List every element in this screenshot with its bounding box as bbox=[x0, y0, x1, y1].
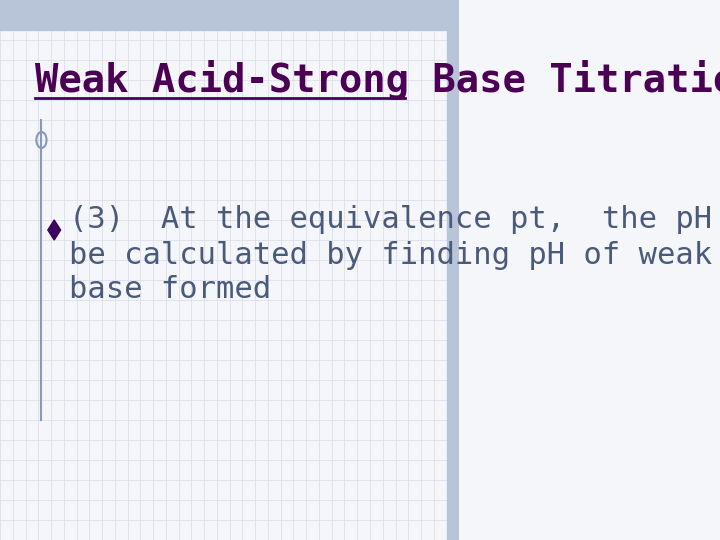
Polygon shape bbox=[48, 220, 60, 240]
Bar bbox=[0, 0, 459, 30]
Text: (3)  At the equivalence pt,  the pH must: (3) At the equivalence pt, the pH must bbox=[69, 206, 720, 234]
Text: be calculated by finding pH of weak: be calculated by finding pH of weak bbox=[69, 240, 712, 269]
Text: base formed: base formed bbox=[69, 275, 271, 305]
Bar bbox=[446, 0, 459, 540]
Text: Weak Acid-Strong Base Titrations: Weak Acid-Strong Base Titrations bbox=[35, 60, 720, 100]
